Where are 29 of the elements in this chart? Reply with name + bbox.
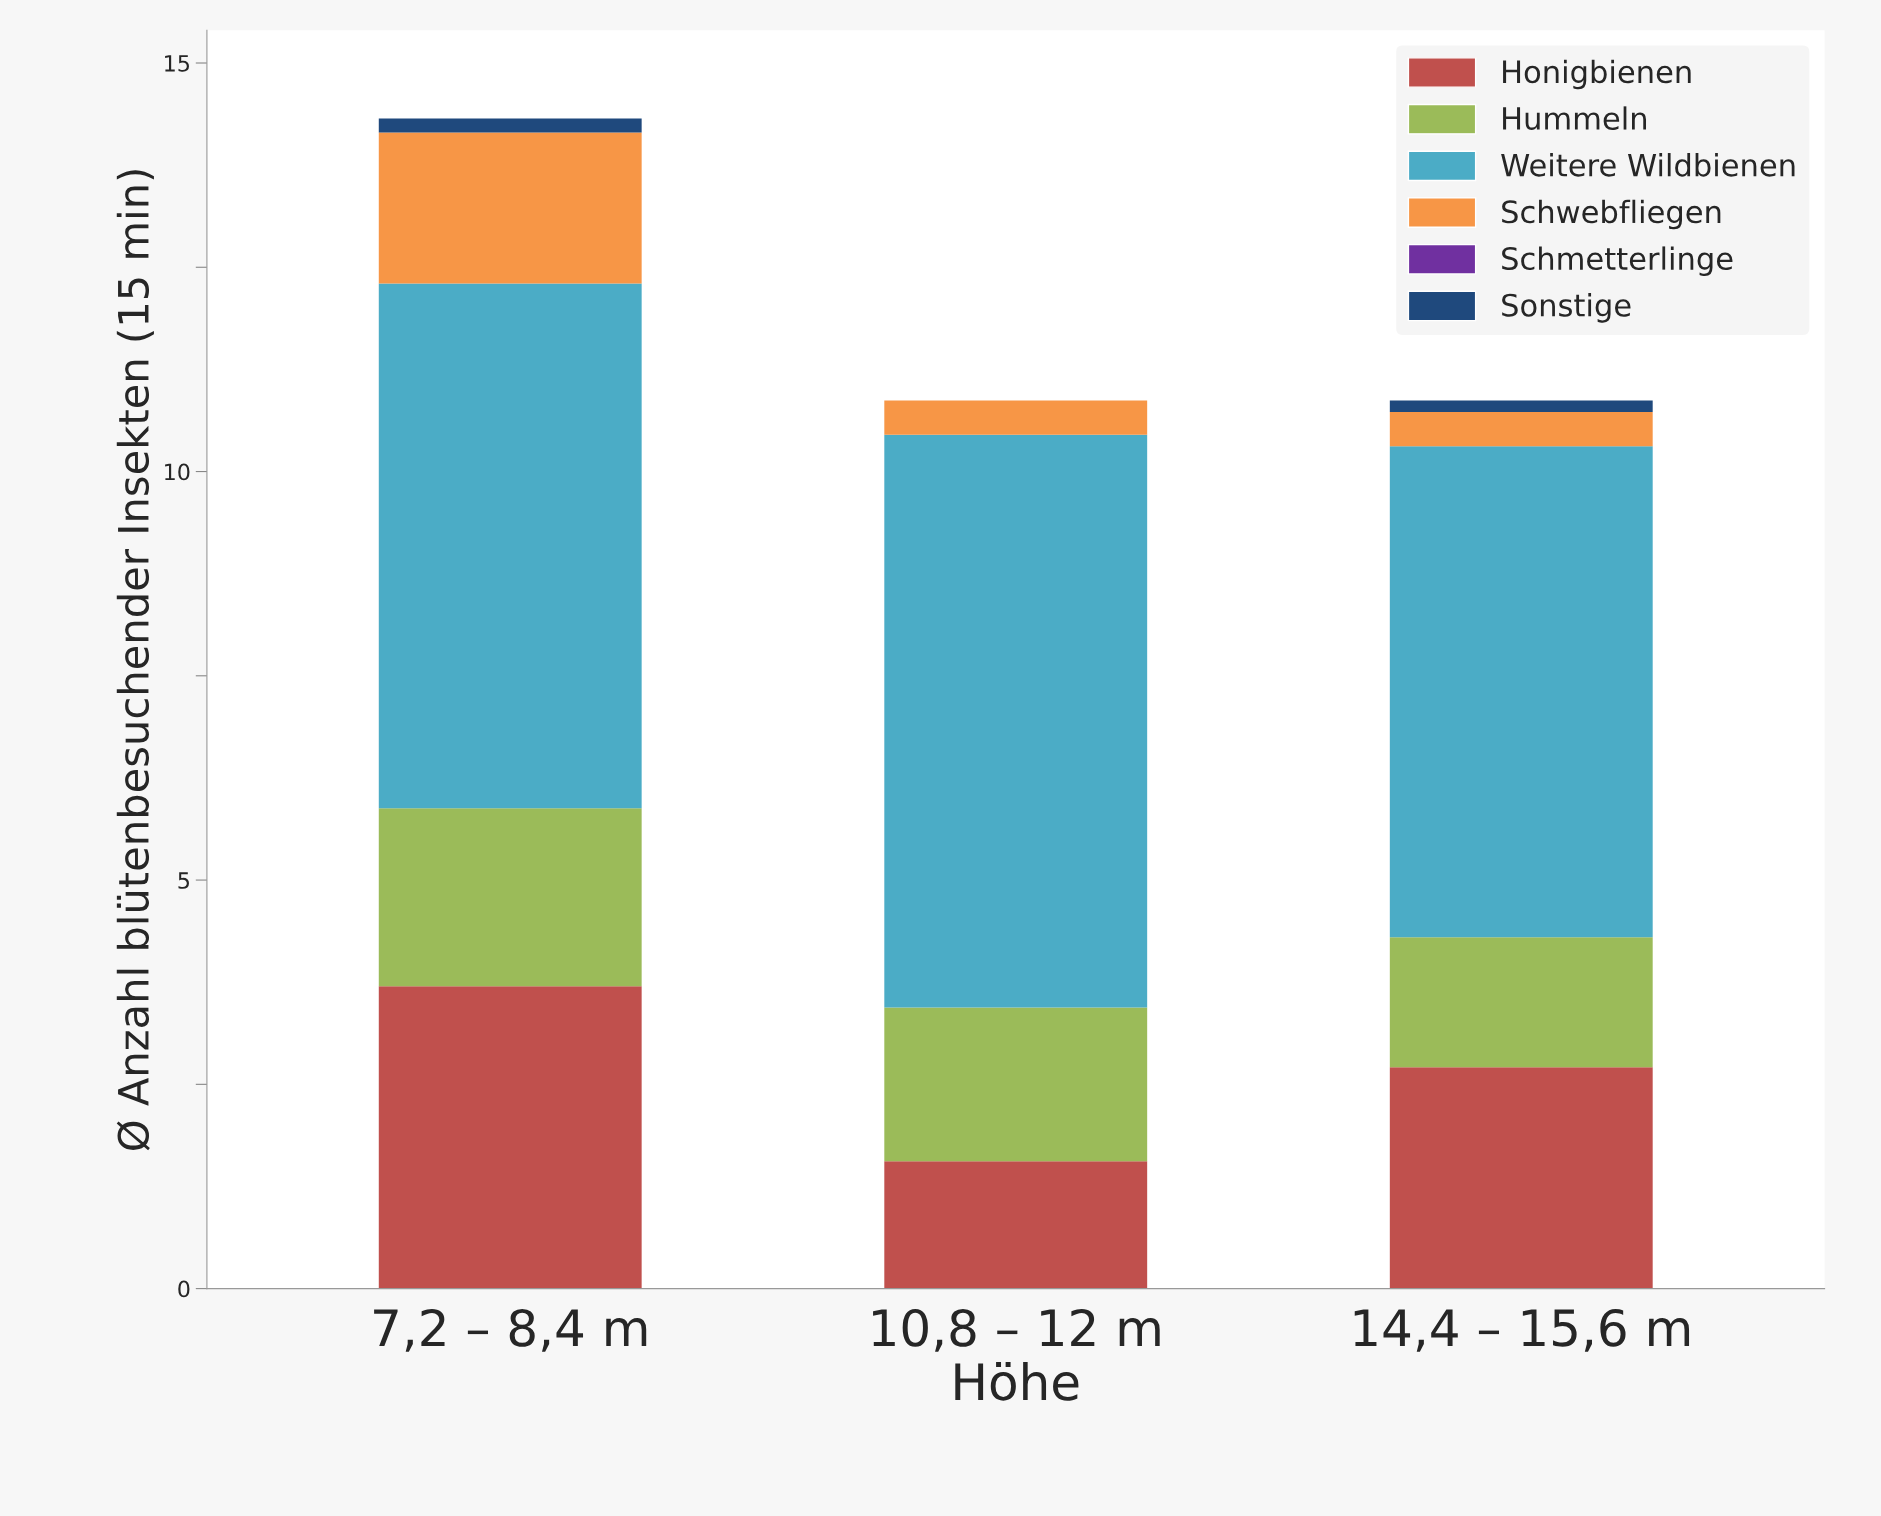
- y-tick-label: 10: [165, 463, 190, 481]
- bar: [1389, 937, 1653, 1068]
- legend-label: Schwebfliegen: [1502, 199, 1721, 230]
- x-tick-label: 7,2 – 8,4 m: [374, 1308, 647, 1352]
- y-axis-title: Ø Anzahl blütenbesuchender Insekten (15 min): [116, 170, 154, 1151]
- bar: [884, 400, 1148, 435]
- bar: [378, 118, 642, 133]
- bar: [378, 283, 642, 809]
- y-tick-label: 5: [178, 872, 189, 889]
- bar: [1389, 411, 1653, 447]
- legend-label: Weitere Wildbienen: [1501, 153, 1795, 177]
- x-tick-label: 10,8 – 12 m: [873, 1308, 1160, 1352]
- bar: [1389, 446, 1653, 938]
- bar: [1389, 1067, 1653, 1289]
- legend-label: Sonstige: [1502, 293, 1631, 323]
- x-tick-label: 14,4 – 15,6 m: [1354, 1308, 1690, 1352]
- bar: [884, 434, 1148, 1008]
- y-tick-label: 0: [178, 1280, 190, 1298]
- bar: [1389, 400, 1653, 412]
- bar: [378, 986, 642, 1289]
- y-tick-label: 15: [165, 55, 189, 72]
- legend-label: Honigbienen: [1503, 59, 1691, 90]
- legend-label: Schmetterlinge: [1502, 246, 1733, 276]
- bar: [378, 808, 642, 987]
- bar: [884, 1007, 1148, 1162]
- bar: [884, 1161, 1148, 1289]
- x-axis-title: Höhe: [955, 1361, 1079, 1401]
- legend-label: Hummeln: [1503, 106, 1647, 130]
- bar: [378, 132, 642, 284]
